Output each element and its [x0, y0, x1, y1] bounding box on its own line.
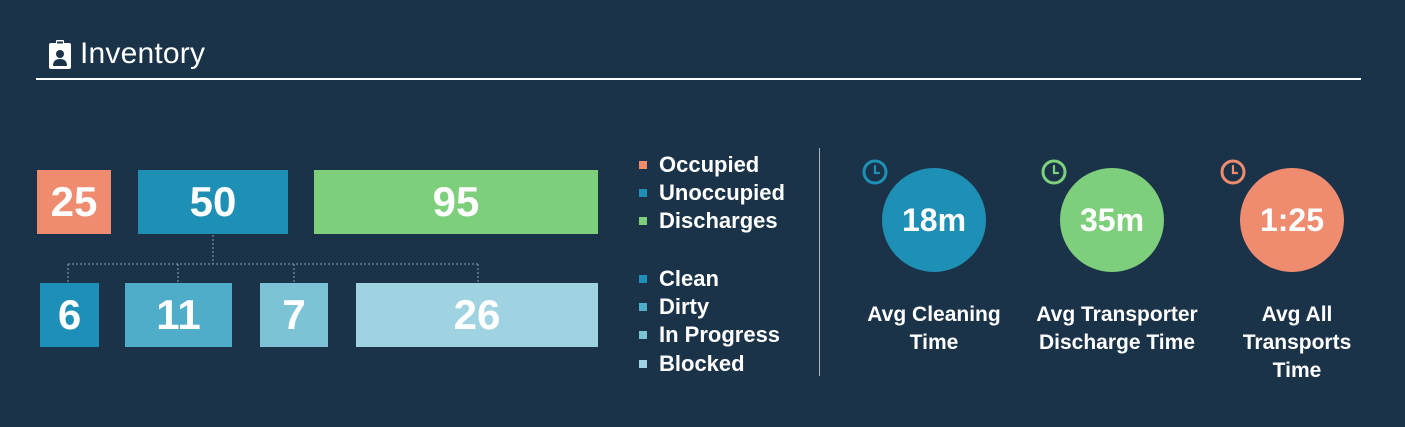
avg-all-transports-time-label: Avg All Transports Time — [1202, 301, 1392, 385]
label-line: Avg All — [1261, 303, 1333, 326]
clock-icon — [1041, 159, 1067, 185]
legend-swatch-in-progress — [639, 331, 647, 339]
discharges-count-box[interactable]: 95 — [314, 170, 598, 234]
discharges-count: 95 — [432, 178, 480, 225]
clock-icon — [862, 159, 888, 185]
avg-cleaning-time-circle[interactable]: 18m — [882, 168, 986, 272]
legend-label: In Progress — [659, 322, 781, 347]
legend-label: Clean — [659, 266, 719, 291]
unoccupied-count: 50 — [189, 178, 237, 225]
clock-icon — [1220, 159, 1246, 185]
avg-all-transports-time-circle[interactable]: 1:25 — [1240, 168, 1344, 272]
avg-transporter-discharge-time-label: Avg Transporter Discharge Time — [1022, 301, 1212, 357]
legend-label: Blocked — [659, 351, 745, 376]
blocked-count-box[interactable]: 26 — [356, 283, 598, 347]
occupied-count: 25 — [50, 178, 98, 225]
label-line: Discharge Time — [1038, 331, 1195, 354]
avg-transporter-discharge-time-value: 35m — [1079, 201, 1145, 238]
avg-transporter-discharge-time-circle[interactable]: 35m — [1060, 168, 1164, 272]
legend-label: Discharges — [659, 208, 778, 233]
legend-label: Occupied — [659, 152, 760, 177]
label-line: Transports — [1242, 331, 1352, 354]
badge-icon — [49, 40, 71, 69]
page-title: Inventory — [80, 37, 206, 70]
clean-count: 6 — [57, 291, 82, 338]
legend-label: Unoccupied — [659, 180, 785, 205]
legend-swatch-occupied — [639, 161, 647, 169]
label-line: Avg Transporter — [1036, 303, 1198, 326]
blocked-count: 26 — [453, 291, 501, 338]
legend-swatch-unoccupied — [639, 189, 647, 197]
legend-label: Dirty — [659, 294, 710, 319]
unoccupied-count-box[interactable]: 50 — [138, 170, 288, 234]
avg-cleaning-time-value: 18m — [901, 201, 967, 238]
label-line: Time — [1272, 359, 1322, 382]
section-divider — [819, 148, 820, 376]
dirty-count-box[interactable]: 11 — [125, 283, 232, 347]
legend-swatch-discharges — [639, 217, 647, 225]
avg-cleaning-time-label: Avg Cleaning Time — [839, 301, 1029, 357]
label-line: Avg Cleaning — [867, 303, 1001, 326]
label-line: Time — [909, 331, 959, 354]
legend-swatch-clean — [639, 275, 647, 283]
occupied-count-box[interactable]: 25 — [37, 170, 111, 234]
section-header: Inventory — [36, 28, 1361, 80]
dirty-count: 11 — [156, 291, 201, 338]
avg-all-transports-time-value: 1:25 — [1259, 201, 1325, 238]
clean-count-box[interactable]: 6 — [40, 283, 99, 347]
legend-swatch-dirty — [639, 303, 647, 311]
legend-swatch-blocked — [639, 360, 647, 368]
in-progress-count: 7 — [282, 291, 306, 338]
in-progress-count-box[interactable]: 7 — [260, 283, 328, 347]
